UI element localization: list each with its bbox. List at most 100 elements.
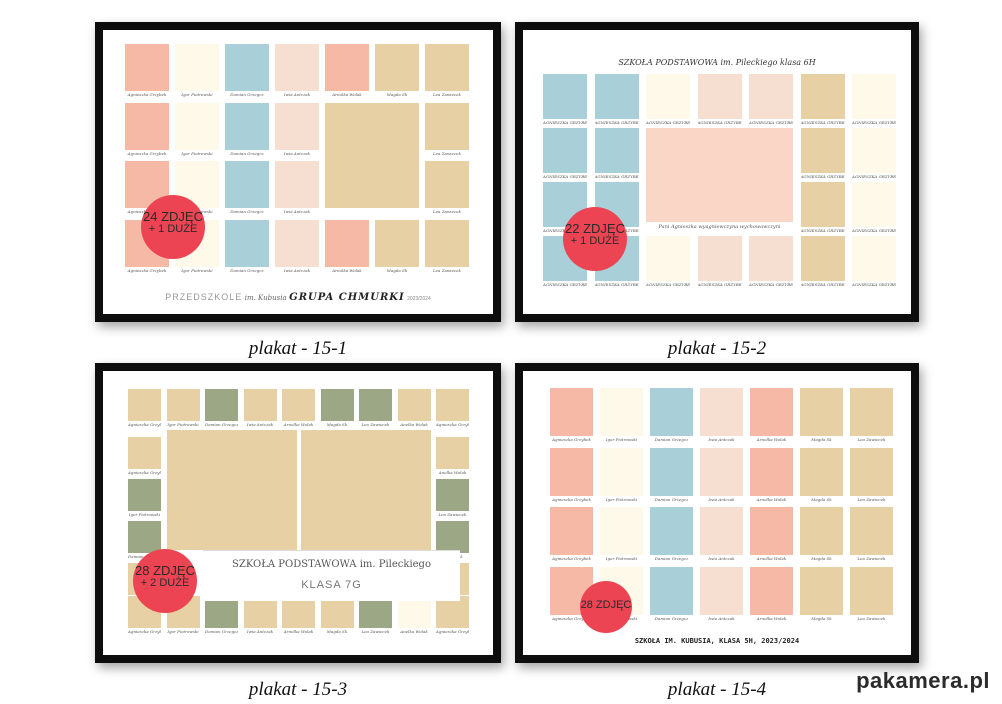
name-label: Iwia Antczak <box>283 209 311 214</box>
photo-slot <box>282 389 315 421</box>
poster-15-3[interactable]: Agnieszka Grzybek Igor Piotrowski Damian G… <box>95 363 501 663</box>
name-label: AGNIESZKA GRZYBEK <box>749 282 793 287</box>
poster-15-4[interactable]: Agnieszka Grzybek Igor Piotrowski Damian G… <box>515 363 919 663</box>
photo-slot <box>205 596 238 628</box>
photo-slot <box>852 182 896 227</box>
photo-slot <box>800 388 843 436</box>
caption-15-3: plakat - 15-3 <box>248 679 348 700</box>
name-label: Iwia Antczak <box>246 422 274 427</box>
name-label: Iwia Antczak <box>283 150 311 156</box>
name-label: Arnolka Wolak <box>756 556 787 561</box>
name-label: AGNIESZKA GRZYBEK <box>800 282 845 287</box>
photo-slot <box>650 507 693 555</box>
name-label: Agnieszka Grzybek <box>127 92 167 97</box>
name-label: Arnolka Wolak <box>332 92 362 97</box>
poster-15-2[interactable]: SZKOŁA PODSTAWOWA im. Pileckiego klasa 6… <box>515 22 919 322</box>
name-label: Arnolka Wolak <box>756 437 787 442</box>
photo-slot <box>397 389 431 421</box>
name-label: Lea Zawiecek <box>857 615 886 621</box>
name-label: Lea Zawiecek <box>433 209 461 214</box>
photo-slot <box>646 74 690 119</box>
name-label: Igor Piotrowski <box>181 92 213 97</box>
photo-slot <box>128 479 161 511</box>
name-label: Agnieszka Grzybek <box>552 556 591 561</box>
name-label: Anelka Wolak <box>400 629 428 634</box>
name-label: Damian Grzegcz <box>654 496 689 502</box>
photo-slot <box>166 389 200 421</box>
name-label: Lea Zawiecek <box>361 629 390 634</box>
name-label: Damian Grzegcz <box>654 615 689 621</box>
photo-slot <box>650 447 693 496</box>
name-label: Igor Piotrowski <box>167 422 199 427</box>
name-label: AGNIESZKA GRZYBEK <box>800 120 845 125</box>
teacher-label: Pani Agnieszka wyagniewczyna wychowawczy… <box>658 224 781 230</box>
photo-slot <box>225 219 269 267</box>
pakamera-logo[interactable]: pakamera.pl <box>856 668 990 693</box>
photo-slot <box>700 507 743 555</box>
photo-slot <box>850 566 893 615</box>
photo-slot <box>600 507 643 555</box>
caption-15-1: plakat - 15-1 <box>248 338 348 359</box>
name-label: Magda Sk <box>811 496 832 502</box>
photo-slot <box>128 437 161 469</box>
photo-slot <box>594 74 639 119</box>
photo-slot <box>697 74 742 119</box>
name-label: Magda Sk <box>326 629 348 634</box>
title-plain: PRZEDSZKOLE <box>165 292 243 302</box>
name-label: Agnieszka Grzybek <box>127 267 167 273</box>
poster-title: SZKOŁA PODSTAWOWA im. Pileckiego klasa 6… <box>618 58 816 67</box>
poster-title: PRZEDSZKOLE im. Kubusia GRUPA CHMURKI 20… <box>103 292 493 303</box>
photo-slot <box>800 447 843 496</box>
badge-line1: 28 ZDJĘC <box>135 563 195 578</box>
photo-count-badge: 28 ZDJĘC + 2 DUŻE <box>133 549 197 613</box>
photo-slot <box>125 44 169 91</box>
photo-slot <box>646 128 793 222</box>
photo-slot <box>325 219 369 267</box>
name-label: Damian Grzegcz <box>230 92 264 97</box>
photo-slot <box>800 236 845 281</box>
photo-slot <box>175 102 219 150</box>
caption-15-4: plakat - 15-4 <box>667 679 767 700</box>
photo-slot <box>167 430 297 550</box>
name-label: Damian Grzegcz <box>230 267 264 273</box>
name-label: Anelka Wolak <box>438 470 467 475</box>
photo-slot <box>800 566 843 615</box>
name-label: Iwia Antczak <box>283 267 311 273</box>
poster-15-1[interactable]: Agnieszka Grzybek Igor Piotrowski Damian G… <box>95 22 501 322</box>
poster-title: SZKOŁA IM. KUBUSIA, KLASA 5H, 2023/2024 <box>634 637 800 645</box>
name-label: Iwia Antczak <box>708 615 735 621</box>
photo-slot <box>852 128 896 173</box>
photo-count-badge: 22 ZDJĘC + 1 DUŻE <box>563 207 627 271</box>
photo-slot <box>325 44 369 91</box>
photo-slot <box>205 389 238 421</box>
name-label: Magda Sk <box>386 267 408 273</box>
name-label: Arnolka Wolak <box>756 615 787 621</box>
photo-count-badge: 28 ZDJĘC <box>580 581 632 633</box>
photo-slot <box>425 219 469 267</box>
name-label: Iwia Antczak <box>283 92 311 97</box>
photo-slot <box>749 74 793 119</box>
name-label: Agnieszka Grzybek <box>127 150 167 156</box>
name-label: Iwia Antczak <box>708 437 735 442</box>
name-label: Damian Grzegcz <box>230 150 264 156</box>
name-label: Agnieszka Grzybek <box>128 470 161 475</box>
photo-slot <box>243 596 277 628</box>
photo-slot <box>550 507 593 555</box>
photo-slot <box>543 74 587 119</box>
name-label: Igor Piotrowski <box>128 512 161 517</box>
photo-slot <box>436 479 469 511</box>
photo-slot <box>646 236 690 281</box>
photo-slot <box>425 161 469 208</box>
name-label: AGNIESZKA GRZYBEK <box>646 282 690 287</box>
name-label: Lea Zawiecek <box>857 496 886 502</box>
name-label: Lea Zawiecek <box>857 556 886 561</box>
name-label: Agnieszka Grzybek <box>128 422 161 427</box>
photo-slot <box>275 219 319 267</box>
photo-slot <box>850 507 893 555</box>
name-label: AGNIESZKA GRZYBEK <box>594 120 639 125</box>
title-script: im. Kubusia <box>244 294 287 302</box>
photo-count-badge: 24 ZDJĘC + 1 DUŻE <box>141 195 205 259</box>
name-label: AGNIESZKA GRZYBEK <box>852 228 896 233</box>
photo-slot <box>425 44 469 91</box>
photo-slot <box>359 596 392 628</box>
